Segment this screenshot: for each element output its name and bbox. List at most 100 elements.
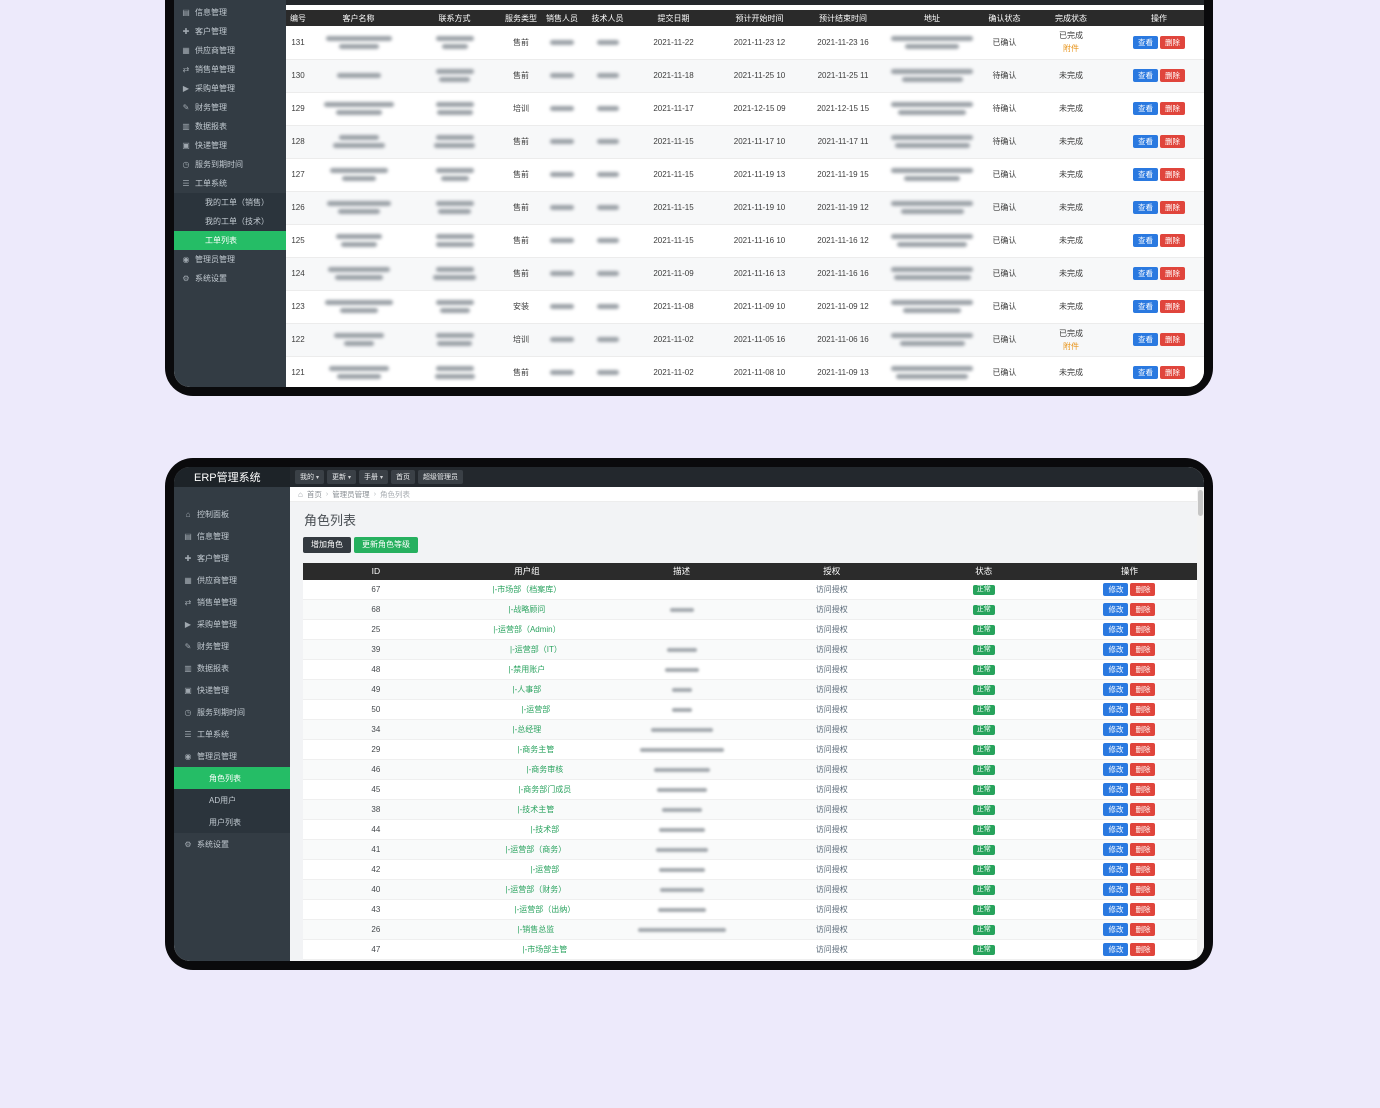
view-button[interactable]: 查看 <box>1133 233 1158 248</box>
sidebar-item[interactable]: 用户列表 <box>174 811 290 833</box>
topnav-item[interactable]: 更新 ▾ <box>327 470 357 484</box>
attachment-link[interactable]: 附件 <box>1063 44 1079 54</box>
sidebar-item[interactable]: ▶ 采购单管理 <box>174 79 286 98</box>
sidebar-item-active[interactable]: 工单列表 <box>174 231 286 250</box>
user-group-link[interactable]: |-商务审核 <box>526 765 564 775</box>
sidebar-item[interactable]: ✚ 客户管理 <box>174 547 290 569</box>
edit-button[interactable]: 修改 <box>1103 842 1129 857</box>
view-button[interactable]: 查看 <box>1133 101 1158 116</box>
topnav-item[interactable]: 首页 <box>391 470 416 484</box>
edit-button[interactable]: 修改 <box>1103 642 1129 657</box>
sidebar-item[interactable]: ▤ 信息管理 <box>174 525 290 547</box>
delete-button[interactable]: 删除 <box>1130 722 1156 737</box>
view-button[interactable]: 查看 <box>1133 299 1158 314</box>
user-group-link[interactable]: |-市场部（档案库） <box>492 584 562 594</box>
attachment-link[interactable]: 附件 <box>1063 341 1079 351</box>
edit-button[interactable]: 修改 <box>1103 902 1129 917</box>
user-group-link[interactable]: |-总经理 <box>512 725 542 735</box>
user-group-link[interactable]: |-技术部 <box>530 825 560 835</box>
access-authorization-link[interactable]: 访问授权 <box>815 584 848 594</box>
edit-button[interactable]: 修改 <box>1103 622 1129 637</box>
access-authorization-link[interactable]: 访问授权 <box>815 865 848 875</box>
user-group-link[interactable]: |-禁用账户 <box>508 665 546 675</box>
delete-button[interactable]: 删除 <box>1130 822 1156 837</box>
user-group-link[interactable]: |-战略顾问 <box>508 605 546 615</box>
access-authorization-link[interactable]: 访问授权 <box>815 625 848 635</box>
view-button[interactable]: 查看 <box>1133 134 1158 149</box>
edit-button[interactable]: 修改 <box>1103 942 1129 957</box>
access-authorization-link[interactable]: 访问授权 <box>815 925 848 935</box>
user-group-link[interactable]: |-商务主管 <box>517 745 555 755</box>
delete-button[interactable]: 删除 <box>1160 134 1185 149</box>
access-authorization-link[interactable]: 访问授权 <box>815 825 848 835</box>
sidebar-item[interactable]: ▶ 采购单管理 <box>174 613 290 635</box>
topnav-item[interactable]: 超级管理员 <box>418 470 464 484</box>
scrollbar-track[interactable] <box>1197 487 1204 961</box>
sidebar-item[interactable]: 我的工单（销售） <box>174 193 286 212</box>
update-role-level-button[interactable]: 更新角色等级 <box>354 537 418 553</box>
sidebar-item[interactable]: ⚙ 系统设置 <box>174 269 286 288</box>
edit-button[interactable]: 修改 <box>1103 862 1129 877</box>
edit-button[interactable]: 修改 <box>1103 602 1129 617</box>
delete-button[interactable]: 删除 <box>1130 862 1156 877</box>
breadcrumb-item[interactable]: 管理员管理 <box>332 489 370 499</box>
topnav-item[interactable]: 手册 ▾ <box>359 470 389 484</box>
access-authorization-link[interactable]: 访问授权 <box>815 845 848 855</box>
delete-button[interactable]: 删除 <box>1130 942 1156 957</box>
scrollbar-thumb[interactable] <box>1198 490 1203 516</box>
sidebar-item[interactable]: ◷ 服务到期时间 <box>174 155 286 174</box>
sidebar-item-active[interactable]: 角色列表 <box>174 767 290 789</box>
edit-button[interactable]: 修改 <box>1103 802 1129 817</box>
sidebar-item[interactable]: ⌂ 控制面板 <box>174 503 290 525</box>
user-group-link[interactable]: |-商务部门成员 <box>518 785 572 795</box>
view-button[interactable]: 查看 <box>1133 167 1158 182</box>
delete-button[interactable]: 删除 <box>1130 842 1156 857</box>
access-authorization-link[interactable]: 访问授权 <box>815 945 848 955</box>
delete-button[interactable]: 删除 <box>1130 642 1156 657</box>
access-authorization-link[interactable]: 访问授权 <box>815 665 848 675</box>
sidebar-item[interactable]: ◉ 管理员管理 <box>174 250 286 269</box>
edit-button[interactable]: 修改 <box>1103 662 1129 677</box>
user-group-link[interactable]: |-销售总监 <box>517 925 555 935</box>
delete-button[interactable]: 删除 <box>1130 662 1156 677</box>
access-authorization-link[interactable]: 访问授权 <box>815 885 848 895</box>
user-group-link[interactable]: |-人事部 <box>512 685 542 695</box>
delete-button[interactable]: 删除 <box>1160 200 1185 215</box>
sidebar-item[interactable]: ⚙ 系统设置 <box>174 833 290 855</box>
user-group-link[interactable]: |-运营部（出纳） <box>514 905 576 915</box>
access-authorization-link[interactable]: 访问授权 <box>815 785 848 795</box>
delete-button[interactable]: 删除 <box>1160 233 1185 248</box>
edit-button[interactable]: 修改 <box>1103 702 1129 717</box>
delete-button[interactable]: 删除 <box>1130 602 1156 617</box>
delete-button[interactable]: 删除 <box>1130 782 1156 797</box>
user-group-link[interactable]: |-运营部（财务） <box>505 885 567 895</box>
user-group-link[interactable]: |-运营部（IT） <box>510 645 562 655</box>
sidebar-item[interactable]: ☰ 工单系统 <box>174 723 290 745</box>
topnav-item[interactable]: 我的 ▾ <box>295 470 325 484</box>
delete-button[interactable]: 删除 <box>1130 902 1156 917</box>
sidebar-item[interactable]: 我的工单（技术） <box>174 212 286 231</box>
delete-button[interactable]: 删除 <box>1130 802 1156 817</box>
sidebar-item[interactable]: ▣ 快递管理 <box>174 679 290 701</box>
sidebar-item[interactable]: ⇄ 销售单管理 <box>174 591 290 613</box>
breadcrumb-item[interactable]: 首页 <box>306 489 322 499</box>
sidebar-item[interactable]: ◷ 服务到期时间 <box>174 701 290 723</box>
delete-button[interactable]: 删除 <box>1160 35 1185 49</box>
edit-button[interactable]: 修改 <box>1103 822 1129 837</box>
sidebar-item[interactable]: ◉ 管理员管理 <box>174 745 290 767</box>
delete-button[interactable]: 删除 <box>1130 622 1156 637</box>
access-authorization-link[interactable]: 访问授权 <box>815 685 848 695</box>
add-role-button[interactable]: 增加角色 <box>303 537 351 553</box>
edit-button[interactable]: 修改 <box>1103 782 1129 797</box>
sidebar-item[interactable]: ▦ 供应商管理 <box>174 41 286 60</box>
edit-button[interactable]: 修改 <box>1103 722 1129 737</box>
access-authorization-link[interactable]: 访问授权 <box>815 705 848 715</box>
sidebar-item[interactable]: ▥ 数据报表 <box>174 657 290 679</box>
access-authorization-link[interactable]: 访问授权 <box>815 645 848 655</box>
view-button[interactable]: 查看 <box>1133 332 1158 347</box>
delete-button[interactable]: 删除 <box>1130 762 1156 777</box>
sidebar-item[interactable]: ▦ 供应商管理 <box>174 569 290 591</box>
access-authorization-link[interactable]: 访问授权 <box>815 905 848 915</box>
access-authorization-link[interactable]: 访问授权 <box>815 805 848 815</box>
edit-button[interactable]: 修改 <box>1103 682 1129 697</box>
